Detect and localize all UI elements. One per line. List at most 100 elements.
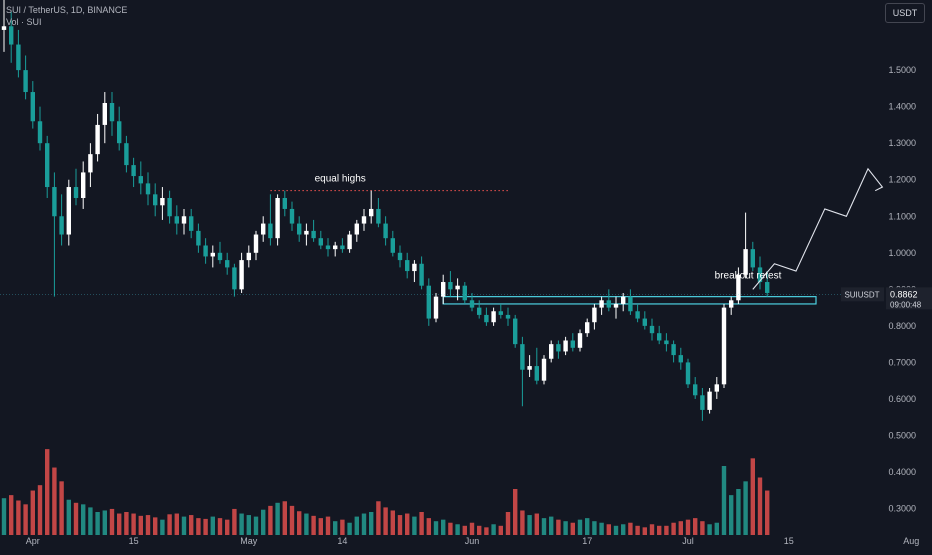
volume-bar: [592, 521, 597, 535]
candle-body: [498, 311, 503, 315]
candle-body: [131, 165, 136, 177]
y-tick-label: 1.0000: [888, 248, 916, 258]
volume-bar: [671, 522, 676, 535]
volume-bar: [210, 516, 215, 535]
candle-body: [707, 391, 712, 410]
candle-body: [549, 344, 554, 359]
candle-body: [484, 314, 489, 323]
volume-bar: [145, 515, 151, 535]
volume-bar: [196, 518, 201, 535]
currency-button[interactable]: USDT: [885, 3, 925, 23]
candle-body: [160, 197, 165, 206]
volume-bar: [765, 490, 770, 535]
volume-bar: [513, 489, 518, 535]
symbol-title: SUI / TetherUS, 1D, BINANCE: [6, 5, 128, 15]
candle-body: [455, 285, 460, 290]
volume-bar: [253, 516, 259, 535]
candle-body: [376, 208, 381, 224]
candle-body: [167, 197, 172, 217]
volume-bar: [217, 518, 223, 535]
candle-body: [37, 121, 43, 144]
volume-bar: [599, 522, 604, 535]
volume-bar: [721, 466, 727, 535]
volume-bar: [325, 516, 331, 535]
volume-bar: [318, 518, 323, 535]
volume-bar: [261, 509, 266, 535]
volume-bar: [642, 527, 647, 535]
volume-bar: [282, 501, 287, 535]
candle-body: [729, 300, 734, 308]
volume-bar: [469, 522, 475, 535]
volume-bar: [138, 515, 143, 535]
volume-bar: [81, 504, 86, 535]
volume-bar: [405, 513, 410, 535]
price-tag-countdown: 09:00:48: [890, 300, 922, 309]
volume-bar: [707, 524, 712, 535]
volume-bar: [66, 499, 71, 535]
volume-legend: Vol · SUI: [6, 17, 42, 27]
candle-body: [325, 245, 331, 250]
candle-body: [246, 252, 251, 261]
volume-bar: [477, 525, 482, 535]
candle-body: [52, 187, 57, 217]
x-tick-label: Aug: [903, 536, 919, 546]
projection-path: [752, 167, 884, 290]
candle-body: [613, 303, 619, 308]
volume-bar: [678, 521, 683, 535]
candle-body: [700, 395, 705, 410]
candle-body: [541, 358, 547, 381]
volume-bar: [613, 525, 619, 535]
volume-bar: [685, 519, 691, 535]
candle-body: [757, 267, 763, 283]
candle-body: [621, 296, 626, 304]
y-tick-label: 0.6000: [888, 394, 916, 404]
candle-body: [66, 187, 71, 235]
candle-body: [81, 172, 86, 198]
candle-body: [592, 307, 597, 323]
candle-body: [232, 267, 237, 290]
candle-body: [649, 325, 655, 334]
candle-body: [347, 234, 352, 250]
candle-body: [253, 234, 259, 253]
candle-body: [354, 223, 359, 235]
volume-bar: [505, 512, 511, 535]
candle-body: [534, 366, 539, 381]
candle-body: [743, 249, 748, 275]
candle-body: [412, 263, 417, 272]
candle-body: [289, 208, 295, 224]
volume-bar: [225, 519, 230, 535]
volume-bar: [534, 513, 539, 535]
y-tick-label: 1.4000: [888, 102, 916, 112]
volume-bar: [174, 513, 179, 535]
volume-bar: [585, 518, 590, 535]
candle-body: [678, 355, 683, 363]
volume-bar: [541, 518, 547, 535]
volume-bar: [693, 518, 698, 535]
candle-body: [109, 102, 115, 122]
volume-bar: [23, 504, 28, 535]
candle-body: [239, 260, 244, 290]
volume-bar: [426, 518, 431, 535]
candle-body: [714, 384, 719, 392]
volume-bar: [556, 519, 561, 535]
volume-bar: [563, 521, 568, 535]
candle-body: [340, 245, 345, 250]
volume-bar: [88, 507, 93, 535]
breakout-retest-label: breakout retest: [715, 270, 782, 281]
volume-bar: [9, 495, 14, 535]
candle-body: [599, 300, 604, 308]
volume-bar: [232, 508, 237, 535]
candle-body: [268, 223, 273, 239]
volume-bar: [297, 511, 302, 535]
candle-body: [390, 238, 395, 253]
volume-bar: [419, 512, 424, 535]
candle-body: [282, 197, 287, 209]
volume-bar: [37, 485, 43, 535]
candle-body: [441, 282, 446, 297]
candle-body: [736, 274, 741, 301]
candle-body: [181, 216, 187, 224]
volume-bar: [369, 512, 374, 535]
volume-bar: [347, 522, 352, 535]
